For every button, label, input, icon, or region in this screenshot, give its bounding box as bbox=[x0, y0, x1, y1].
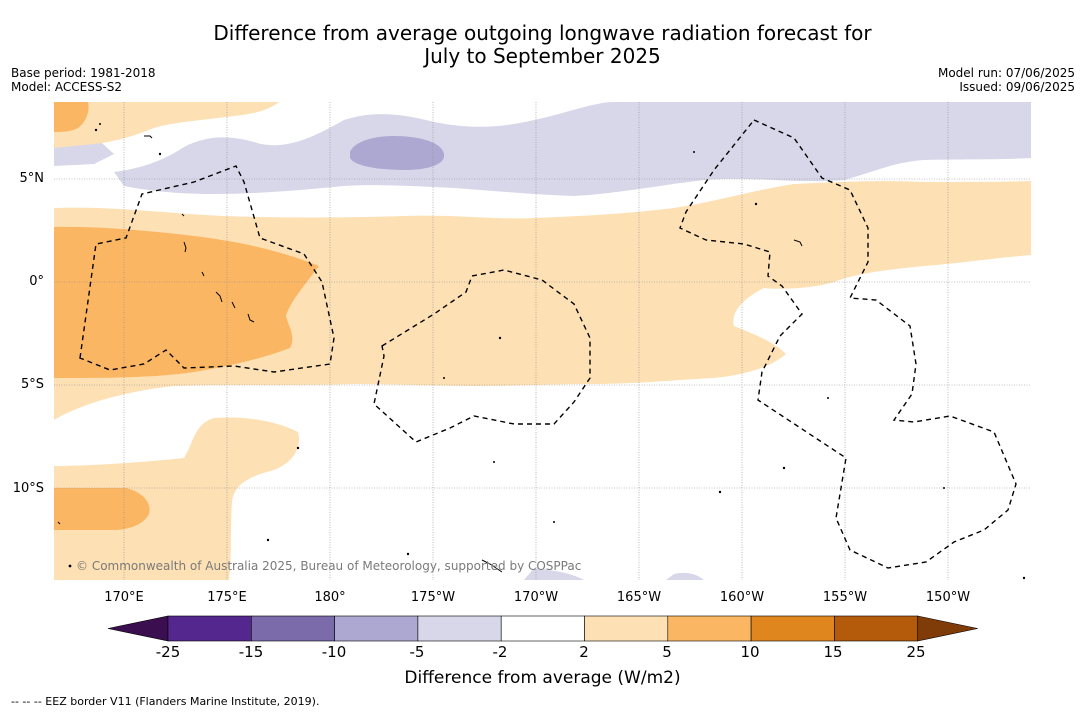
colorbar-tick: -10 bbox=[321, 643, 347, 661]
lat-label-10s: 10°S bbox=[12, 481, 44, 496]
colorbar-tick: -2 bbox=[492, 643, 508, 661]
colorbar-cell bbox=[834, 615, 919, 642]
colorbar bbox=[107, 615, 978, 642]
colorbar-tick: 10 bbox=[740, 643, 760, 661]
strong-positive-region bbox=[54, 226, 319, 378]
title-line-2: July to September 2025 bbox=[424, 44, 661, 68]
colorbar-tick: 5 bbox=[662, 643, 672, 661]
negative-anomaly-bottom-2 bbox=[666, 572, 704, 580]
island-dots bbox=[68, 123, 1026, 580]
colorbar-cell bbox=[334, 615, 419, 642]
copyright-notice: © Commonwealth of Australia 2025, Bureau… bbox=[76, 559, 582, 573]
negative-anomaly-band bbox=[114, 102, 1031, 196]
colorbar-cell bbox=[500, 615, 585, 642]
positive-anomaly-band bbox=[54, 181, 1031, 420]
colorbar-cells bbox=[107, 615, 978, 642]
colorbar-cell bbox=[667, 615, 752, 642]
islands bbox=[57, 135, 803, 573]
meta-right: Model run: 07/06/2025 Issued: 09/06/2025 bbox=[938, 66, 1075, 94]
positive-anomaly-south bbox=[54, 417, 299, 580]
lon-label-170w: 170°W bbox=[513, 590, 559, 605]
eez-borders bbox=[79, 119, 1017, 569]
positive-anomaly-bottom bbox=[54, 562, 94, 580]
anomaly-map bbox=[54, 102, 1031, 580]
eez-legend-note: -- -- -- EEZ border V11 (Flanders Marine… bbox=[11, 695, 320, 708]
colorbar-cell bbox=[251, 615, 335, 642]
lon-label-155w: 155°W bbox=[822, 590, 868, 605]
positive-anomaly-corner-core bbox=[54, 102, 89, 132]
lon-label-170e: 170°E bbox=[104, 590, 144, 605]
strong-negative-patch bbox=[350, 136, 445, 170]
colorbar-label: Difference from average (W/m2) bbox=[404, 668, 681, 688]
colorbar-cell bbox=[167, 615, 252, 642]
colorbar-cell bbox=[417, 615, 502, 642]
strong-positive-south bbox=[54, 488, 150, 530]
model-run: Model run: 07/06/2025 bbox=[937, 66, 1075, 80]
lon-label-160w: 160°W bbox=[719, 590, 765, 605]
lon-label-165w: 165°W bbox=[616, 590, 662, 605]
lon-label-175e: 175°E bbox=[207, 590, 247, 605]
map-title: Difference from average outgoing longwav… bbox=[0, 22, 1085, 68]
lat-label-5n: 5°N bbox=[19, 171, 45, 186]
model-name: Model: ACCESS-S2 bbox=[11, 80, 123, 94]
base-period: Base period: 1981-2018 bbox=[11, 66, 156, 80]
title-line-1: Difference from average outgoing longwav… bbox=[213, 21, 872, 45]
lon-label-175w: 175°W bbox=[410, 590, 456, 605]
colorbar-tick: -15 bbox=[238, 643, 264, 661]
lon-label-150w: 150°W bbox=[925, 590, 971, 605]
colorbar-cell bbox=[750, 615, 835, 642]
negative-anomaly-bottom bbox=[524, 568, 584, 580]
lon-label-180: 180° bbox=[314, 590, 346, 605]
lat-label-eq: 0° bbox=[29, 274, 44, 289]
colorbar-tick: 25 bbox=[906, 643, 926, 661]
colorbar-extend-low bbox=[107, 615, 169, 642]
colorbar-tick: 2 bbox=[579, 643, 589, 661]
colorbar-extend-high bbox=[917, 615, 978, 642]
lat-label-5s: 5°S bbox=[20, 377, 44, 392]
positive-anomaly-corner bbox=[54, 102, 279, 148]
issued-date: Issued: 09/06/2025 bbox=[959, 80, 1075, 94]
colorbar-tick: -25 bbox=[155, 643, 181, 661]
meta-left: Base period: 1981-2018 Model: ACCESS-S2 bbox=[11, 66, 156, 94]
colorbar-tick: -5 bbox=[409, 643, 425, 661]
colorbar-cell bbox=[584, 615, 669, 642]
gridlines bbox=[54, 102, 1031, 580]
colorbar-tick: 15 bbox=[823, 643, 843, 661]
